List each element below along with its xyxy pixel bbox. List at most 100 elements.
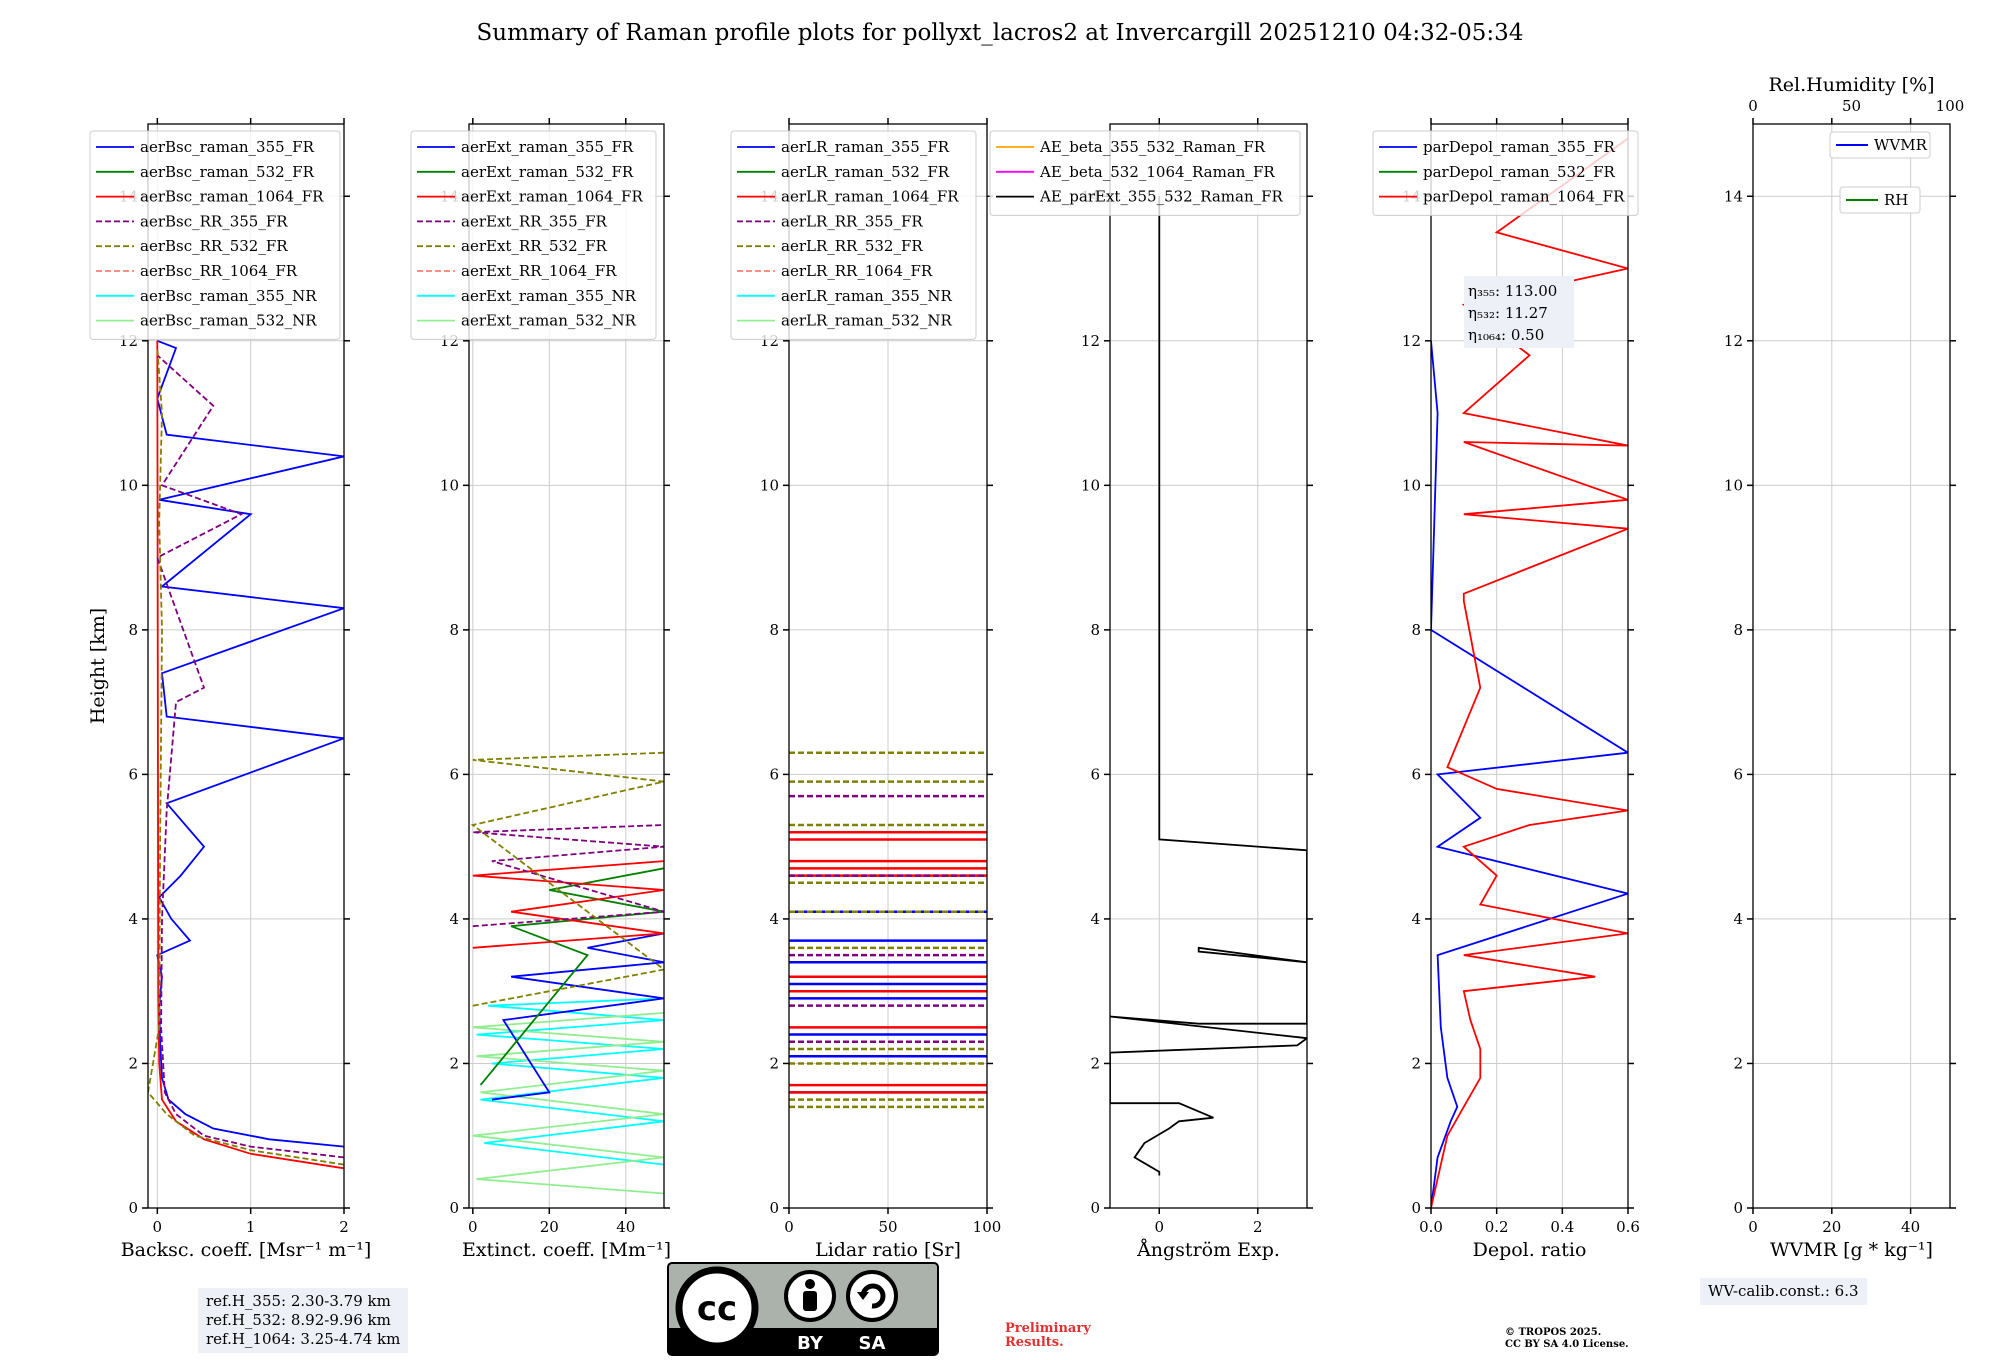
legend-entry: parDepol_raman_1064_FR	[1423, 188, 1625, 206]
x-tick-label: 2	[1253, 1218, 1263, 1236]
sa-label: SA	[859, 1333, 886, 1354]
y-tick-label: 10	[1402, 476, 1421, 494]
y-tick-label: 0	[128, 1199, 138, 1217]
y-tick-label: 8	[1411, 621, 1421, 639]
legend-entry: parDepol_raman_355_FR	[1423, 138, 1616, 156]
y-tick-label: 12	[1402, 332, 1421, 350]
plot-area	[789, 751, 987, 1109]
y-tick-label: 2	[449, 1054, 459, 1072]
legend-entry: parDepol_raman_532_FR	[1423, 163, 1616, 181]
legend-entry: aerLR_RR_1064_FR	[781, 262, 933, 280]
y-tick-label: 10	[1724, 476, 1743, 494]
x-axis-label: Backsc. coeff. [Msr⁻¹ m⁻¹]	[121, 1239, 372, 1261]
y-tick-label: 6	[1411, 765, 1421, 783]
legend-entry: aerExt_RR_1064_FR	[461, 262, 617, 280]
axes-frame	[1752, 123, 1951, 1209]
x-axis-label: WVMR [g * kg⁻¹]	[1770, 1239, 1933, 1261]
x-tick-label: 20	[540, 1218, 559, 1236]
preliminary-results-note: Preliminary Results.	[1005, 1321, 1091, 1350]
x-axis-label: Depol. ratio	[1473, 1239, 1587, 1261]
legend-entry: aerBsc_raman_1064_FR	[140, 188, 324, 206]
legend-entry: aerExt_raman_1064_FR	[461, 188, 643, 206]
series-aerExt_RR_532_FR	[470, 751, 664, 1007]
x-axis-label: Ångström Exp.	[1136, 1239, 1280, 1261]
x-tick-label: 0.2	[1485, 1218, 1509, 1236]
legend-entry: aerBsc_RR_355_FR	[140, 212, 288, 230]
top-x-tick-label: 50	[1842, 97, 1861, 115]
panel-extinction: 0246810121402040Extinct. coeff. [Mm⁻¹]ae…	[410, 118, 671, 1261]
top-x-tick-label: 0	[1748, 97, 1758, 115]
y-tick-label: 10	[1081, 476, 1100, 494]
series-aerExt_raman_1064_FR	[472, 860, 664, 949]
y-axis-label: Height [km]	[87, 608, 109, 724]
panel-backscatter: 02468101214012Backsc. coeff. [Msr⁻¹ m⁻¹]…	[87, 118, 371, 1261]
x-tick-label: 100	[973, 1218, 1002, 1236]
y-tick-label: 8	[1733, 621, 1743, 639]
copyright-note: © TROPOS 2025. CC BY SA 4.0 License.	[1505, 1327, 1629, 1350]
legend-box	[1829, 131, 1931, 159]
share-alike-icon	[846, 1270, 898, 1322]
y-tick-label: 2	[1090, 1054, 1100, 1072]
axes-frame	[468, 123, 665, 1209]
y-tick-label: 2	[128, 1054, 138, 1072]
x-axis-label: Lidar ratio [Sr]	[815, 1239, 961, 1261]
plot-area	[1431, 137, 1628, 1208]
y-tick-label: 14	[1724, 187, 1743, 205]
legend-entry: WVMR	[1874, 136, 1928, 154]
x-tick-label: 1	[246, 1218, 256, 1236]
plot-area	[1110, 196, 1307, 1176]
y-tick-label: 2	[1733, 1054, 1743, 1072]
legend-entry: aerBsc_raman_355_NR	[140, 287, 317, 305]
legend-entry: aerExt_raman_532_NR	[461, 312, 637, 330]
y-tick-label: 6	[1090, 765, 1100, 783]
legend-box	[410, 130, 657, 340]
eta-annotation-text: η₅₃₂: 11.27	[1468, 304, 1548, 322]
x-tick-label: 40	[616, 1218, 635, 1236]
y-tick-label: 0	[1090, 1199, 1100, 1217]
x-tick-label: 50	[878, 1218, 897, 1236]
legend-entry: aerBsc_raman_532_NR	[140, 312, 317, 330]
x-tick-label: 0.4	[1550, 1218, 1574, 1236]
plot-area	[148, 339, 344, 1170]
attribution-icon	[784, 1270, 836, 1322]
x-axis-label: Extinct. coeff. [Mm⁻¹]	[462, 1239, 671, 1261]
legend-entry: aerLR_raman_355_FR	[781, 138, 950, 156]
legend-box	[1839, 186, 1921, 214]
y-tick-label: 0	[1411, 1199, 1421, 1217]
series-aerBsc_RR_355_FR	[156, 354, 344, 1159]
x-tick-label: 20	[1822, 1218, 1841, 1236]
axes-frame	[1430, 123, 1629, 1209]
legend-box	[989, 130, 1301, 216]
reference-height-box: ref.H_355: 2.30-3.79 km ref.H_532: 8.92-…	[198, 1288, 409, 1353]
x-tick-label: 0	[1748, 1218, 1758, 1236]
y-tick-label: 6	[769, 765, 779, 783]
y-tick-label: 0	[769, 1199, 779, 1217]
y-tick-label: 0	[449, 1199, 459, 1217]
cc-logo-icon: cc	[675, 1266, 759, 1350]
legend-entry: aerExt_raman_355_NR	[461, 287, 637, 305]
cc-text: cc	[697, 1289, 737, 1329]
legend-entry: aerLR_raman_532_FR	[781, 163, 950, 181]
legend-entry: aerExt_raman_532_FR	[461, 163, 634, 181]
y-tick-label: 4	[1411, 910, 1421, 928]
legend-entry: AE_beta_355_532_Raman_FR	[1039, 138, 1266, 156]
wv-calibration-box: WV-calib.const.: 6.3	[1700, 1278, 1867, 1305]
x-tick-label: 0	[153, 1218, 163, 1236]
legend-entry: aerLR_raman_1064_FR	[781, 188, 959, 206]
series-AE_parExt_355_532_Raman_FR	[1110, 196, 1307, 1176]
legend-entry: aerLR_raman_355_NR	[781, 287, 952, 305]
legend-entry: aerExt_RR_532_FR	[461, 237, 608, 255]
x-tick-label: 0	[1154, 1218, 1164, 1236]
panel-angstrom: 0246810121402Ångström Exp.AE_beta_355_53…	[989, 118, 1313, 1261]
series-aerBsc_RR_532_FR	[148, 347, 344, 1166]
panel-water_vapor: 0 2 4 6 8 10 12 14 0 20 40 WVMR [g * kg⁻¹] 0 50 100Rel…	[1724, 74, 1964, 1261]
y-tick-label: 10	[440, 476, 459, 494]
series-parDepol_raman_355_FR	[1431, 340, 1628, 1208]
legend-entry: aerBsc_RR_532_FR	[140, 237, 288, 255]
axes-frame	[147, 123, 345, 1209]
legend-entry: aerLR_RR_355_FR	[781, 212, 923, 230]
y-tick-label: 10	[119, 476, 138, 494]
series-aerExt_RR_355_FR	[472, 824, 664, 928]
y-tick-label: 4	[1733, 910, 1743, 928]
